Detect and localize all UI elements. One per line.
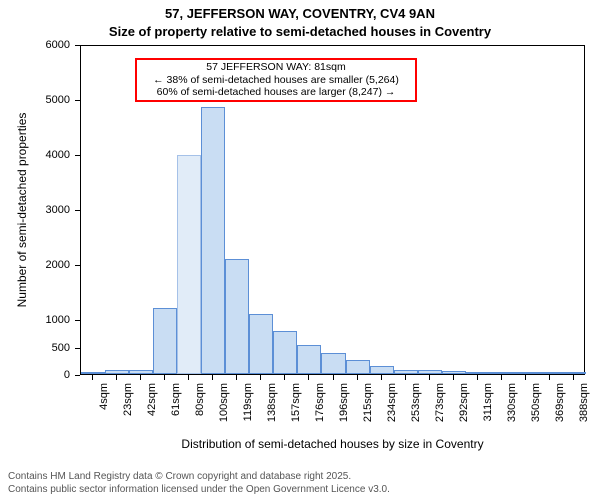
x-tick-label: 330sqm bbox=[506, 383, 518, 422]
x-tick-label: 273sqm bbox=[434, 383, 446, 422]
y-tick-label: 6000 bbox=[0, 39, 70, 51]
y-tick-label: 2000 bbox=[0, 259, 70, 271]
x-tick-label: 196sqm bbox=[338, 383, 350, 422]
y-tick-label: 500 bbox=[0, 342, 70, 354]
histogram-bar bbox=[538, 372, 562, 374]
histogram-bar bbox=[394, 370, 418, 374]
x-tick-label: 350sqm bbox=[530, 383, 542, 422]
y-tick-mark bbox=[75, 348, 80, 349]
x-tick-label: 100sqm bbox=[218, 383, 230, 422]
y-tick-label: 3000 bbox=[0, 204, 70, 216]
x-tick-mark bbox=[429, 375, 430, 380]
x-tick-mark bbox=[92, 375, 93, 380]
x-tick-label: 157sqm bbox=[290, 383, 302, 422]
x-tick-label: 42sqm bbox=[146, 383, 158, 416]
y-tick-label: 0 bbox=[0, 369, 70, 381]
title-line1: 57, JEFFERSON WAY, COVENTRY, CV4 9AN bbox=[0, 6, 600, 21]
y-tick-mark bbox=[75, 375, 80, 376]
y-tick-mark bbox=[75, 265, 80, 266]
x-tick-mark bbox=[236, 375, 237, 380]
y-tick-mark bbox=[75, 210, 80, 211]
histogram-bar bbox=[370, 366, 394, 374]
y-tick-mark bbox=[75, 320, 80, 321]
x-tick-mark bbox=[284, 375, 285, 380]
x-tick-label: 215sqm bbox=[362, 383, 374, 422]
x-tick-mark bbox=[549, 375, 550, 380]
y-tick-mark bbox=[75, 100, 80, 101]
footer: Contains HM Land Registry data © Crown c… bbox=[8, 471, 390, 496]
histogram-bar bbox=[514, 372, 538, 374]
histogram-bar bbox=[249, 314, 273, 375]
x-tick-mark bbox=[164, 375, 165, 380]
x-tick-label: 119sqm bbox=[242, 383, 254, 421]
x-tick-mark bbox=[405, 375, 406, 380]
y-tick-mark bbox=[75, 155, 80, 156]
histogram-bar bbox=[201, 107, 225, 374]
histogram-bar bbox=[466, 372, 490, 374]
x-tick-mark bbox=[116, 375, 117, 380]
x-tick-mark bbox=[381, 375, 382, 380]
y-tick-label: 1000 bbox=[0, 314, 70, 326]
histogram-bar bbox=[490, 372, 514, 374]
x-tick-mark bbox=[140, 375, 141, 380]
histogram-bar bbox=[105, 370, 129, 374]
histogram-bar-highlight bbox=[177, 155, 201, 374]
x-tick-label: 234sqm bbox=[386, 383, 398, 422]
histogram-bar bbox=[297, 345, 321, 374]
x-tick-mark bbox=[525, 375, 526, 380]
x-tick-label: 292sqm bbox=[458, 383, 470, 422]
x-tick-mark bbox=[260, 375, 261, 380]
x-tick-mark bbox=[308, 375, 309, 380]
annotation-line-1: 57 JEFFERSON WAY: 81sqm bbox=[139, 61, 413, 74]
figure: 57, JEFFERSON WAY, COVENTRY, CV4 9AN Siz… bbox=[0, 0, 600, 500]
x-tick-mark bbox=[453, 375, 454, 380]
x-tick-label: 4sqm bbox=[98, 383, 110, 410]
x-tick-label: 369sqm bbox=[554, 383, 566, 422]
histogram-bar bbox=[273, 331, 297, 374]
annotation-line-2: ← 38% of semi-detached houses are smalle… bbox=[139, 74, 413, 87]
title-line2: Size of property relative to semi-detach… bbox=[0, 24, 600, 39]
x-tick-label: 138sqm bbox=[266, 383, 278, 422]
y-tick-mark bbox=[75, 45, 80, 46]
histogram-bar bbox=[418, 370, 442, 374]
y-tick-label: 5000 bbox=[0, 94, 70, 106]
x-tick-mark bbox=[357, 375, 358, 380]
footer-line-1: Contains HM Land Registry data © Crown c… bbox=[8, 471, 390, 484]
x-tick-label: 23sqm bbox=[122, 383, 134, 416]
y-tick-label: 4000 bbox=[0, 149, 70, 161]
histogram-bar bbox=[225, 259, 249, 375]
x-tick-mark bbox=[501, 375, 502, 380]
x-tick-label: 61sqm bbox=[170, 383, 182, 416]
x-tick-label: 80sqm bbox=[194, 383, 206, 416]
histogram-plot: 57 JEFFERSON WAY: 81sqm ← 38% of semi-de… bbox=[80, 45, 585, 375]
annotation-line-3: 60% of semi-detached houses are larger (… bbox=[139, 86, 413, 99]
annotation-box: 57 JEFFERSON WAY: 81sqm ← 38% of semi-de… bbox=[135, 58, 417, 102]
x-tick-label: 311sqm bbox=[482, 383, 494, 421]
x-tick-mark bbox=[477, 375, 478, 380]
histogram-bar bbox=[562, 372, 586, 374]
x-tick-mark bbox=[212, 375, 213, 380]
x-tick-mark bbox=[333, 375, 334, 380]
histogram-bar bbox=[153, 308, 177, 374]
x-tick-mark bbox=[188, 375, 189, 380]
histogram-bar bbox=[442, 371, 466, 374]
footer-line-2: Contains public sector information licen… bbox=[8, 484, 390, 497]
x-tick-mark bbox=[573, 375, 574, 380]
histogram-bar bbox=[129, 370, 153, 374]
x-tick-label: 388sqm bbox=[578, 383, 590, 422]
x-tick-label: 253sqm bbox=[410, 383, 422, 422]
x-tick-label: 176sqm bbox=[314, 383, 326, 422]
histogram-bar bbox=[321, 353, 345, 374]
histogram-bar bbox=[81, 372, 105, 374]
x-axis-label: Distribution of semi-detached houses by … bbox=[80, 437, 585, 451]
histogram-bar bbox=[346, 360, 370, 374]
